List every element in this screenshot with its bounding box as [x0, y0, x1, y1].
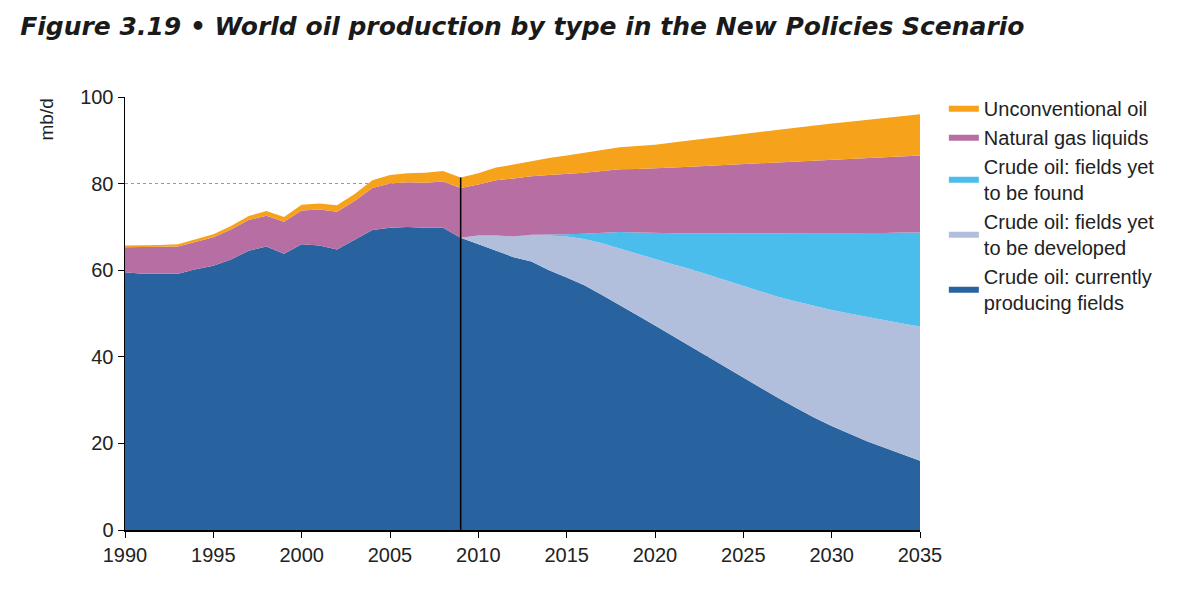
svg-text:2025: 2025 [721, 544, 766, 566]
svg-text:2030: 2030 [809, 544, 854, 566]
svg-text:Figure 3.19 • World oil produc: Figure 3.19 • World oil production by ty… [20, 12, 1024, 41]
svg-text:Crude oil: fields yetto be dev: Crude oil: fields yetto be developed [984, 211, 1155, 259]
svg-text:2015: 2015 [544, 544, 589, 566]
svg-text:80: 80 [91, 173, 113, 195]
svg-text:2020: 2020 [633, 544, 678, 566]
svg-text:Crude oil: currentlyproducing: Crude oil: currentlyproducing fields [984, 266, 1152, 314]
svg-text:2000: 2000 [279, 544, 324, 566]
svg-text:1990: 1990 [103, 544, 148, 566]
svg-text:0: 0 [102, 519, 113, 541]
svg-text:2010: 2010 [456, 544, 501, 566]
svg-text:Crude oil: fields yetto be fou: Crude oil: fields yetto be found [984, 156, 1155, 204]
svg-text:20: 20 [91, 432, 113, 454]
svg-text:60: 60 [91, 259, 113, 281]
svg-text:2035: 2035 [898, 544, 943, 566]
svg-text:2005: 2005 [368, 544, 413, 566]
svg-text:40: 40 [91, 346, 113, 368]
svg-text:mb/d: mb/d [36, 98, 57, 140]
svg-text:Natural gas liquids: Natural gas liquids [984, 127, 1149, 149]
svg-text:100: 100 [80, 86, 113, 108]
svg-text:1995: 1995 [191, 544, 236, 566]
svg-text:Unconventional oil: Unconventional oil [984, 98, 1147, 120]
